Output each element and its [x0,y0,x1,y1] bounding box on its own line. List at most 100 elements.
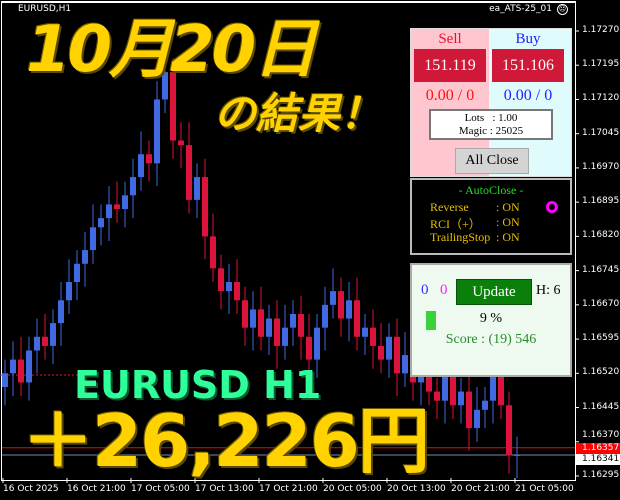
price-tick-label: 1.16670 [582,298,620,309]
candle-body [186,145,192,200]
lots-magic-box: Lots : 1.00 Magic : 25025 [429,109,553,140]
candle-body [346,300,352,319]
update-button[interactable]: Update [456,279,532,305]
ask-price-label: 1.16357 [576,443,620,454]
candle-body [290,313,296,328]
candle-body [194,177,200,200]
count-magenta: 0 [440,282,448,298]
candle-body [474,409,480,429]
time-tick-label: 16 Oct 21:00 [67,484,126,494]
candle-body [338,291,344,319]
buy-side: Buy 151.106 0.00 / 0 [489,29,571,176]
candle-body [74,263,80,283]
candle-body [98,218,104,228]
price-tick-label: 1.16445 [582,401,620,412]
result-title: の結果！ [214,89,383,138]
score-label: Score : (19) 546 [445,332,537,347]
candle-body [242,300,248,328]
candle-body [322,304,328,328]
candle-body [442,373,448,401]
stats-panel: 0 0 Update H: 6 9 % Score : (19) 546 [410,263,572,377]
candle-body [266,318,272,337]
candle-body [378,345,384,360]
candle-body [274,318,280,346]
candle-body [330,291,336,305]
row-value: : ON [496,230,520,244]
candle-body [450,373,456,406]
autoclose-title: - AutoClose - [458,183,524,197]
autoclose-row-rci: RCI（+） [430,215,481,232]
price-tick-label: 1.17120 [582,93,620,104]
candle-body [146,154,152,164]
time-tick-label: 20 Oct 05:00 [323,484,382,494]
candle-body [66,282,72,301]
time-tick-label: 17 Oct 13:00 [195,484,254,494]
chart-symbol: EURUSD,H1 [18,4,72,14]
time-tick-label: 20 Oct 21:00 [451,484,510,494]
price-tick-label: 1.17045 [582,127,620,138]
candle-body [50,323,56,346]
row-label: TrailingStop [430,230,491,244]
candle-body [258,309,264,337]
price-tick-label: 1.16370 [582,430,620,440]
time-tick-label: 17 Oct 21:00 [259,484,318,494]
buy-label: Buy [515,31,541,47]
candle-body [26,350,32,383]
buy-pl: 0.00 / 0 [503,87,553,104]
lots-value: Lots : 1.00 [464,112,518,124]
candle-body [210,236,216,269]
candle-body [122,195,128,209]
h-value: H: 6 [536,283,561,298]
candle-body [282,327,288,346]
candle-body [114,204,120,209]
row-value: : ON [496,215,520,229]
row-value: : ON [496,200,520,214]
candle-body [162,72,168,100]
all-close-button[interactable]: All Close [455,148,529,174]
pair-label: EURUSD H1 [74,363,322,407]
candle-body [306,336,312,360]
candle-body [298,313,304,337]
current-price-label: 1.16341 [576,454,620,465]
row-label: RCI（+） [430,217,481,231]
candle-body [402,355,408,374]
candle-body [90,227,96,251]
trade-panel: Sell 151.119 0.00 / 0 Buy 151.106 0.00 /… [410,28,572,177]
candle-body [106,204,112,219]
candle-body [314,327,320,360]
candle-body [82,250,88,264]
price-tick-label: 1.16745 [582,264,620,275]
candle-body [202,177,208,237]
candle-body [514,454,520,456]
candle-body [458,391,464,406]
progress-label: 9 % [479,311,503,326]
price-tick-label: 1.16520 [582,367,620,378]
sell-pl: 0.00 / 0 [425,87,475,104]
price-tick-label: 1.16970 [582,161,620,172]
candle-body [434,391,440,401]
time-tick-label: 21 Oct 05:00 [515,484,574,494]
candle-body [154,99,160,164]
sell-button[interactable]: 151.119 [414,49,486,82]
autoclose-row-reverse: Reverse [430,200,469,215]
candle-body [234,282,240,301]
price-tick-label: 1.16295 [582,469,620,480]
row-label: Reverse [430,200,469,214]
candle-body [466,391,472,429]
candle-body [170,72,176,141]
candle-body [394,336,400,374]
buy-button[interactable]: 151.106 [492,49,564,82]
candle-body [130,177,136,196]
candle-body [18,359,24,383]
count-blue: 0 [421,282,429,298]
candle-body [482,400,488,410]
candle-body [178,140,184,146]
sell-side: Sell 151.119 0.00 / 0 [411,29,489,176]
price-tick-label: 1.16595 [582,333,620,344]
price-tick-label: 1.16820 [582,230,620,241]
candle-body [10,359,16,374]
sell-label: Sell [438,31,462,47]
ea-name: ea_ATS-25_01 [489,4,552,14]
candle-body [250,309,256,328]
